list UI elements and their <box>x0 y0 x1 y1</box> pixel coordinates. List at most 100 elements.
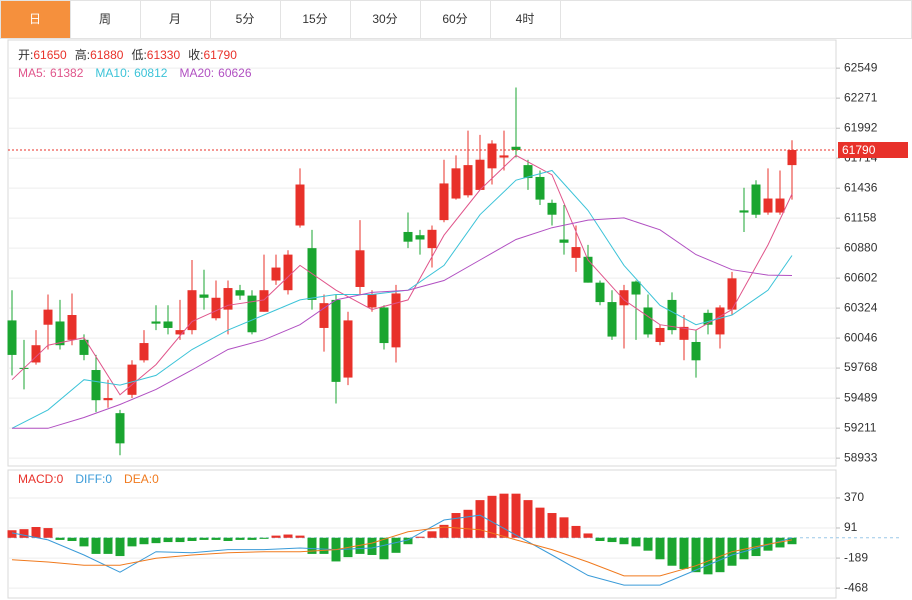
candle-body <box>559 239 569 243</box>
legend: MA5: 61382 MA10: 60812 MA20: 60626 <box>18 66 252 80</box>
macd-bar <box>451 513 461 538</box>
macd-bar <box>223 537 233 541</box>
legend-value: 0 <box>152 472 159 486</box>
info-value: 61790 <box>204 48 238 62</box>
candle-body <box>223 288 233 310</box>
candle-body <box>79 339 89 355</box>
legend-name: MA10: <box>95 66 130 80</box>
candle-body <box>319 303 329 328</box>
candle-body <box>535 176 545 200</box>
candle-body <box>643 307 653 335</box>
candle-body <box>283 254 293 291</box>
tab[interactable]: 5分 <box>210 0 281 39</box>
candle-body <box>379 307 389 344</box>
tab[interactable]: 日 <box>0 0 71 39</box>
macd-bar <box>559 517 569 538</box>
y-tick-label: 370 <box>844 490 864 504</box>
candle-body <box>667 299 677 331</box>
macd-bar <box>115 537 125 557</box>
macd-bar <box>631 537 641 547</box>
candle-body <box>775 198 785 213</box>
y-tick-label: -189 <box>844 550 868 564</box>
candle-body <box>199 294 209 298</box>
macd-bar <box>439 524 449 538</box>
last-price-box <box>838 142 908 159</box>
tab[interactable]: 60分 <box>420 0 491 39</box>
macd-bar <box>679 537 689 569</box>
indicator-line <box>11 154 793 396</box>
candle-body <box>655 327 665 342</box>
candle-body <box>235 290 245 296</box>
tab[interactable]: 4时 <box>490 0 561 39</box>
macd-bar <box>667 537 677 566</box>
macd-bar <box>259 537 269 539</box>
info-label: 高: <box>75 47 90 62</box>
candle-body <box>727 278 737 310</box>
macd-bar <box>787 537 797 545</box>
info-value: 61880 <box>90 48 124 62</box>
macd-bar <box>235 537 245 540</box>
macd-bar <box>571 525 581 538</box>
candle-body <box>595 282 605 303</box>
candle-body <box>703 312 713 325</box>
candle-body <box>271 267 281 281</box>
candle-body <box>763 198 773 213</box>
macd-bar <box>103 537 113 554</box>
info-label: 收: <box>188 48 203 62</box>
macd-bar <box>283 534 293 538</box>
macd-bar <box>199 537 209 540</box>
macd-bar <box>307 537 317 554</box>
macd-bar <box>715 537 725 573</box>
candle-body <box>427 229 437 249</box>
candle-body <box>523 165 533 179</box>
y-tick-label: 61992 <box>844 120 878 134</box>
candle-body <box>415 235 425 240</box>
candle-body <box>343 320 353 378</box>
candle-body <box>679 326 689 340</box>
candle-body <box>7 320 17 355</box>
candle-body <box>151 321 161 324</box>
candle-body <box>247 295 257 333</box>
candle-body <box>127 364 137 395</box>
macd-bar <box>475 500 485 538</box>
tab[interactable]: 30分 <box>350 0 421 39</box>
macd-bar <box>367 537 377 555</box>
ohlc-info: 开:61650 高:61880 低:61330 收:61790 <box>18 47 237 62</box>
info-label: 低: <box>131 48 146 62</box>
candle-body <box>31 345 41 363</box>
candle-body <box>103 398 113 401</box>
macd-bar <box>355 537 365 554</box>
info-value: 61330 <box>147 48 181 62</box>
candle-body <box>631 281 641 295</box>
macd-bar <box>19 529 29 538</box>
macd-bar <box>271 535 281 538</box>
macd-bar <box>607 537 617 543</box>
info-value: 61650 <box>33 48 67 62</box>
candle-body <box>607 302 617 337</box>
macd-bar <box>415 536 425 538</box>
info-label: 开: <box>18 48 33 62</box>
candle-body <box>391 293 401 348</box>
macd-bar <box>583 533 593 538</box>
candle-body <box>487 143 497 169</box>
candle-body <box>295 184 305 226</box>
candle-body <box>475 159 485 190</box>
candle-body <box>67 315 77 340</box>
candle-body <box>511 146 521 151</box>
macd-bar <box>151 537 161 544</box>
legend-name: MA20: <box>179 66 214 80</box>
legend: MACD:0 DIFF:0 DEA:0 <box>18 472 159 486</box>
candle-body <box>583 256 593 283</box>
tab[interactable]: 15分 <box>280 0 351 39</box>
tab[interactable]: 月 <box>140 0 211 39</box>
y-tick-label: 62549 <box>844 60 878 74</box>
candle-body <box>115 413 125 444</box>
macd-bar <box>211 537 221 540</box>
tab-bg <box>210 0 281 39</box>
tab[interactable]: 周 <box>70 0 141 39</box>
tab-bg <box>350 0 421 39</box>
legend-name: MA5: <box>18 66 46 80</box>
macd-bar <box>7 530 17 538</box>
tab-label: 5分 <box>236 12 255 26</box>
